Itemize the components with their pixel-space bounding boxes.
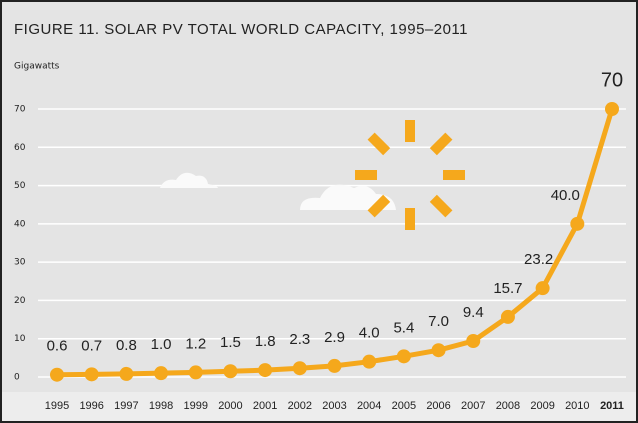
x-tick-label: 1995 xyxy=(45,400,69,412)
value-label: 1.2 xyxy=(185,335,206,352)
value-label: 2.3 xyxy=(289,331,310,348)
point xyxy=(119,367,133,381)
point xyxy=(432,343,446,357)
value-label: 0.6 xyxy=(47,338,68,355)
x-tick-label: 2008 xyxy=(496,400,520,412)
y-tick-label: 70 xyxy=(14,105,26,115)
value-label: 0.8 xyxy=(116,337,137,354)
y-tick-label: 50 xyxy=(14,181,26,191)
point xyxy=(223,364,237,378)
x-tick-label: 2004 xyxy=(357,400,381,412)
y-axis-label: Gigawatts xyxy=(14,62,60,72)
value-label: 0.7 xyxy=(81,337,102,354)
point xyxy=(466,334,480,348)
x-tick-label: 2007 xyxy=(461,400,485,412)
value-label: 1.8 xyxy=(255,333,276,350)
point xyxy=(605,102,619,116)
x-tick-label: 2003 xyxy=(322,400,346,412)
frame xyxy=(1,1,637,422)
x-tick-label: 2010 xyxy=(565,400,589,412)
point xyxy=(85,367,99,381)
chart: FIGURE 11. SOLAR PV TOTAL WORLD CAPACITY… xyxy=(0,0,638,423)
y-tick-label: 10 xyxy=(14,334,26,344)
value-label: 4.0 xyxy=(359,325,380,342)
value-label: 1.5 xyxy=(220,334,241,351)
x-tick-label: 2000 xyxy=(218,400,242,412)
value-label: 15.7 xyxy=(493,280,522,297)
chart-title: FIGURE 11. SOLAR PV TOTAL WORLD CAPACITY… xyxy=(14,21,468,38)
y-tick-label: 0 xyxy=(14,373,20,383)
point xyxy=(501,310,515,324)
value-label: 2.9 xyxy=(324,329,345,346)
point xyxy=(154,366,168,380)
x-tick-label: 1998 xyxy=(149,400,173,412)
x-tick-label: 1997 xyxy=(114,400,138,412)
point xyxy=(570,217,584,231)
value-label: 7.0 xyxy=(428,313,449,330)
value-label: 70 xyxy=(601,69,623,91)
point xyxy=(258,363,272,377)
value-label: 23.2 xyxy=(524,251,553,268)
x-tick-label: 2001 xyxy=(253,400,277,412)
x-tick-label: 2011 xyxy=(600,400,624,412)
value-label: 1.0 xyxy=(151,336,172,353)
point xyxy=(328,359,342,373)
value-label: 5.4 xyxy=(393,319,414,336)
point xyxy=(397,349,411,363)
y-tick-label: 60 xyxy=(14,143,26,153)
point xyxy=(293,361,307,375)
x-tick-label: 1996 xyxy=(79,400,103,412)
value-label: 40.0 xyxy=(551,187,580,204)
y-tick-label: 30 xyxy=(14,258,26,268)
y-tick-label: 20 xyxy=(14,296,26,306)
value-label: 9.4 xyxy=(463,304,484,321)
x-tick-label: 2002 xyxy=(288,400,312,412)
point xyxy=(189,365,203,379)
point xyxy=(536,281,550,295)
point xyxy=(50,368,64,382)
x-tick-label: 2009 xyxy=(530,400,554,412)
y-tick-label: 40 xyxy=(14,219,26,229)
x-tick-label: 2005 xyxy=(392,400,416,412)
x-tick-label: 1999 xyxy=(184,400,208,412)
point xyxy=(362,355,376,369)
x-tick-label: 2006 xyxy=(426,400,450,412)
